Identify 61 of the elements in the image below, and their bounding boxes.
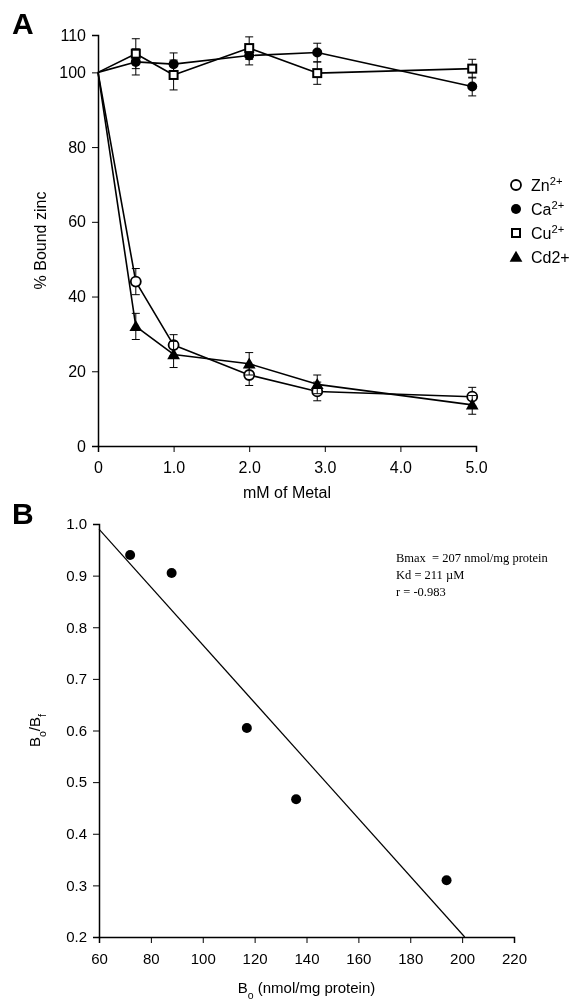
y-tick-label: 0.5 [66, 773, 87, 791]
y-tick-label: 0.3 [66, 876, 87, 894]
x-tick-label: 140 [294, 949, 320, 967]
point [441, 875, 452, 886]
x-tick-label: 180 [398, 949, 424, 967]
point [465, 398, 479, 410]
y-tick-label: 20 [68, 362, 87, 380]
x-tick-label: 2.0 [238, 459, 261, 477]
y-tick-label: 40 [68, 288, 87, 306]
x-tick-label: 220 [501, 949, 528, 967]
point [130, 48, 141, 59]
y-tick-label: 0.4 [66, 825, 87, 843]
x-tick-label: 120 [242, 949, 268, 967]
y-tick-label: 0.7 [66, 670, 87, 688]
x-tick-label: 200 [450, 949, 476, 967]
point [125, 549, 136, 560]
x-tick-label: 1.0 [162, 459, 186, 477]
legend-label: Cd2+ [531, 249, 570, 266]
y-tick-label: 0.6 [66, 721, 87, 739]
x-tick-label: 100 [190, 949, 216, 967]
chart-title: B [12, 497, 34, 530]
legend-label: Ca$^{2+}$ [531, 199, 565, 218]
y-axis-title: % Bound zinc [32, 191, 49, 290]
legend-label: Cu$^{2+}$ [531, 223, 565, 242]
point [129, 320, 143, 332]
y-tick-label: 100 [59, 63, 87, 81]
y-tick-label: 0 [77, 437, 87, 455]
x-tick-label: 3.0 [314, 459, 337, 477]
point [242, 357, 256, 369]
y-tick-label: 0.8 [66, 618, 87, 636]
x-tick-label: 5.0 [465, 459, 488, 477]
x-tick-label: 80 [143, 949, 160, 967]
x-axis-title: mM of Metal [242, 484, 332, 501]
annotation: Bmax = 207 nmol/mg protein [396, 551, 549, 565]
point [291, 794, 302, 805]
x-axis-title: B$_{o}$ (nmol/mg protein) [237, 979, 376, 1001]
annotation: r = -0.983 [396, 585, 446, 599]
x-tick-label: 160 [346, 949, 372, 967]
point [467, 81, 478, 92]
point [168, 69, 179, 80]
point [166, 568, 177, 579]
y-tick-label: 110 [60, 26, 87, 44]
annotation: Kd = 211 µM [396, 568, 465, 582]
point [467, 63, 478, 74]
y-tick-label: 0.2 [66, 928, 87, 946]
x-tick-label: 60 [91, 949, 108, 967]
point [312, 68, 323, 79]
y-tick-label: 80 [68, 138, 87, 156]
y-tick-label: 60 [68, 213, 87, 231]
y-tick-label: 1.0 [66, 515, 87, 533]
y-tick-label: 0.9 [66, 566, 87, 584]
point [129, 275, 142, 288]
point [310, 378, 324, 390]
x-tick-label: 0 [94, 459, 104, 477]
chart-title: A [12, 7, 34, 40]
point [312, 47, 323, 58]
x-tick-label: 4.0 [389, 459, 413, 477]
point [244, 43, 255, 54]
legend-label: Zn$^{2+}$ [531, 175, 563, 194]
point [167, 348, 180, 360]
point [241, 722, 252, 733]
